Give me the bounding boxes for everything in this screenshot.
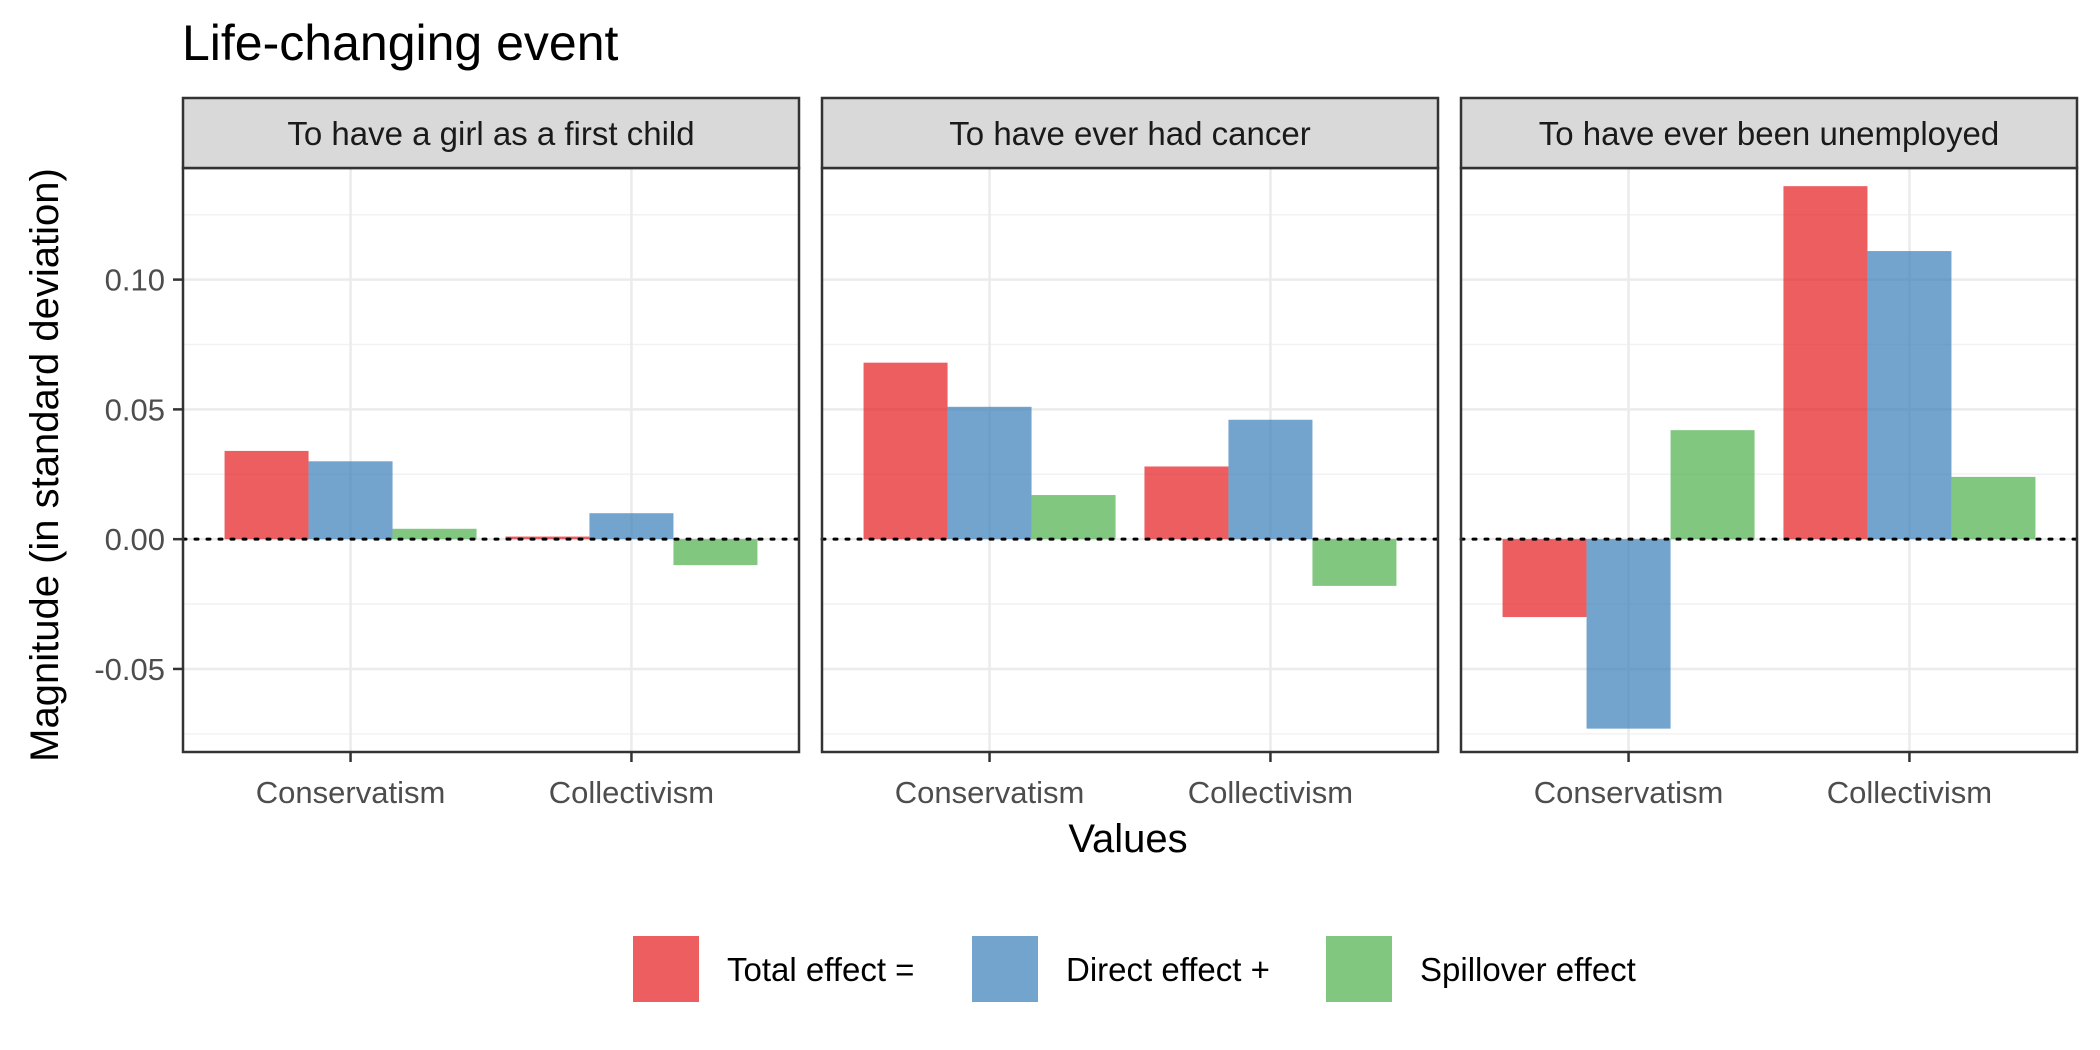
facet-label: To have a girl as a first child	[287, 115, 694, 152]
x-tick-label: Collectivism	[1188, 775, 1353, 810]
y-tick-label: 0.05	[105, 392, 165, 427]
legend-label: Spillover effect	[1420, 951, 1636, 988]
bar-collectivism-1	[1144, 466, 1229, 540]
facet-strip	[181, 96, 801, 170]
facet-label: To have ever had cancer	[949, 115, 1310, 152]
x-tick-label: Collectivism	[549, 775, 714, 810]
bar-collectivism-1	[505, 536, 590, 540]
bar-collectivism-1	[1783, 186, 1868, 540]
panel-2: To have ever had cancer Conservatism Colle…	[820, 96, 1440, 810]
x-tick-label: Conservatism	[895, 775, 1085, 810]
chart-panels: To have a girl as a first child Conservat…	[94, 96, 2079, 810]
panel-background	[1461, 168, 2077, 752]
legend-label: Direct effect +	[1066, 951, 1270, 988]
bar-collectivism-3	[1951, 476, 2036, 540]
bar-conservatism-3	[1031, 495, 1116, 540]
legend-item-1: Total effect =	[633, 936, 914, 1002]
bar-collectivism-2	[589, 513, 674, 540]
y-tick-label: 0.00	[105, 522, 165, 557]
y-tick-label: -0.05	[94, 652, 165, 687]
chart-title: Life-changing event	[182, 15, 619, 71]
x-axis-title: Values	[1068, 817, 1187, 861]
y-axis-title: Magnitude (in standard deviation)	[23, 168, 67, 762]
bar-conservatism-1	[863, 362, 948, 540]
legend-label: Total effect =	[727, 951, 914, 988]
legend-swatch	[633, 936, 699, 1002]
facet-strip	[1459, 96, 2079, 170]
x-tick-label: Collectivism	[1827, 775, 1992, 810]
y-tick-label: 0.10	[105, 263, 165, 298]
legend-swatch	[972, 936, 1038, 1002]
legend-swatch	[1326, 936, 1392, 1002]
legend-item-2: Direct effect +	[972, 936, 1270, 1002]
bar-conservatism-2	[308, 461, 393, 540]
bar-collectivism-2	[1228, 419, 1313, 540]
bar-conservatism-2	[1586, 539, 1671, 729]
legend: Total effect = Direct effect + Spillover e…	[633, 936, 1636, 1002]
facet-strip	[820, 96, 1440, 170]
facet-label: To have ever been unemployed	[1539, 115, 2000, 152]
bar-conservatism-2	[947, 406, 1032, 540]
x-tick-label: Conservatism	[1534, 775, 1724, 810]
bar-conservatism-1	[1502, 539, 1587, 618]
panel-3: To have ever been unemployed Conservatism…	[1459, 96, 2079, 810]
bar-conservatism-3	[1670, 430, 1755, 540]
panel-1: To have a girl as a first child Conservat…	[94, 96, 801, 810]
bar-collectivism-2	[1867, 251, 1952, 540]
bar-collectivism-3	[673, 539, 758, 566]
x-tick-label: Conservatism	[256, 775, 446, 810]
bar-collectivism-3	[1312, 539, 1397, 586]
bar-conservatism-3	[392, 528, 477, 540]
legend-item-3: Spillover effect	[1326, 936, 1636, 1002]
bar-conservatism-1	[224, 450, 309, 540]
